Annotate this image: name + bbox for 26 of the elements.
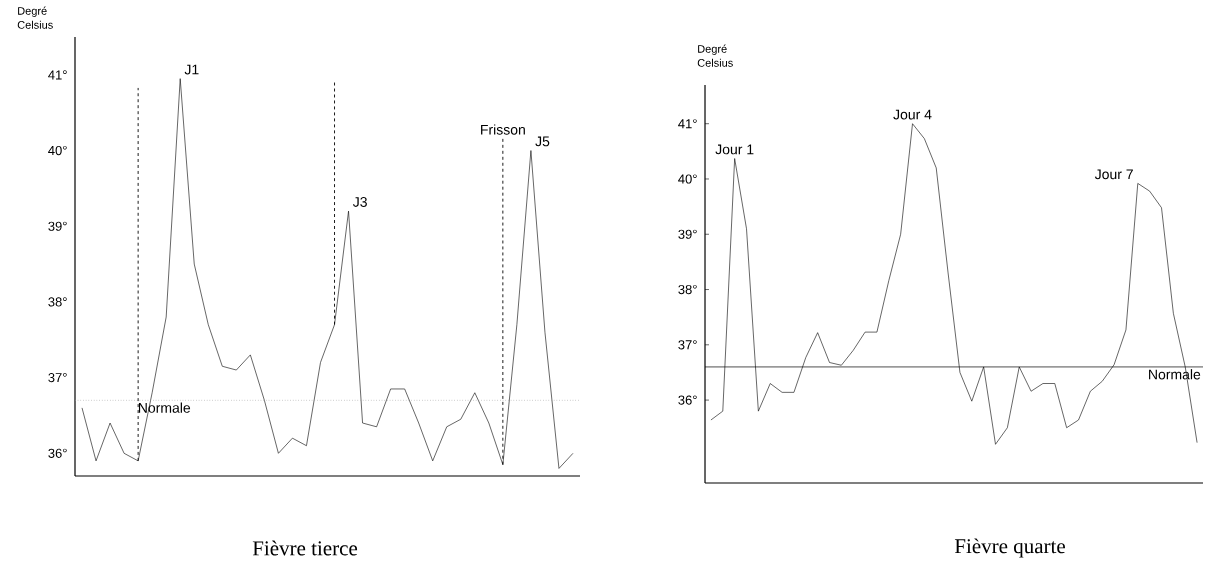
y-tick-label: 39°: [48, 221, 67, 231]
text: Fièvre tierce: [252, 540, 358, 556]
text: Fièvre quarte: [954, 538, 1065, 558]
line-series: [81, 78, 574, 469]
annotation: Jour 7: [1094, 169, 1133, 180]
y-tick-label: 38°: [48, 297, 67, 307]
annotation: Jour 4: [893, 109, 932, 120]
ref-line-label: Normale: [1149, 369, 1201, 380]
y-tick-label: 39°: [678, 229, 697, 239]
annotation: J1: [184, 64, 199, 75]
annotation: Frisson: [481, 124, 525, 135]
y-tick-label: 40°: [678, 174, 697, 184]
y-tick-label: 38°: [678, 284, 697, 295]
y-tick-label: 37°: [678, 340, 697, 350]
y-tick-label: 40°: [48, 145, 67, 156]
y-tick-label: 41°: [678, 119, 697, 129]
y-axis-title: Degré Celsius: [697, 44, 733, 67]
y-tick-label: 36°: [678, 395, 697, 405]
y-tick-label: 36°: [48, 448, 67, 458]
y-tick-label: 37°: [48, 373, 67, 383]
annotation: J3: [352, 196, 367, 207]
ref-line-label: Normale: [138, 402, 191, 413]
y-axis-title: Degré Celsius: [17, 6, 53, 29]
annotation: Jour 1: [715, 144, 754, 155]
y-tick-label: 41°: [48, 70, 67, 80]
annotation: J5: [535, 136, 550, 147]
